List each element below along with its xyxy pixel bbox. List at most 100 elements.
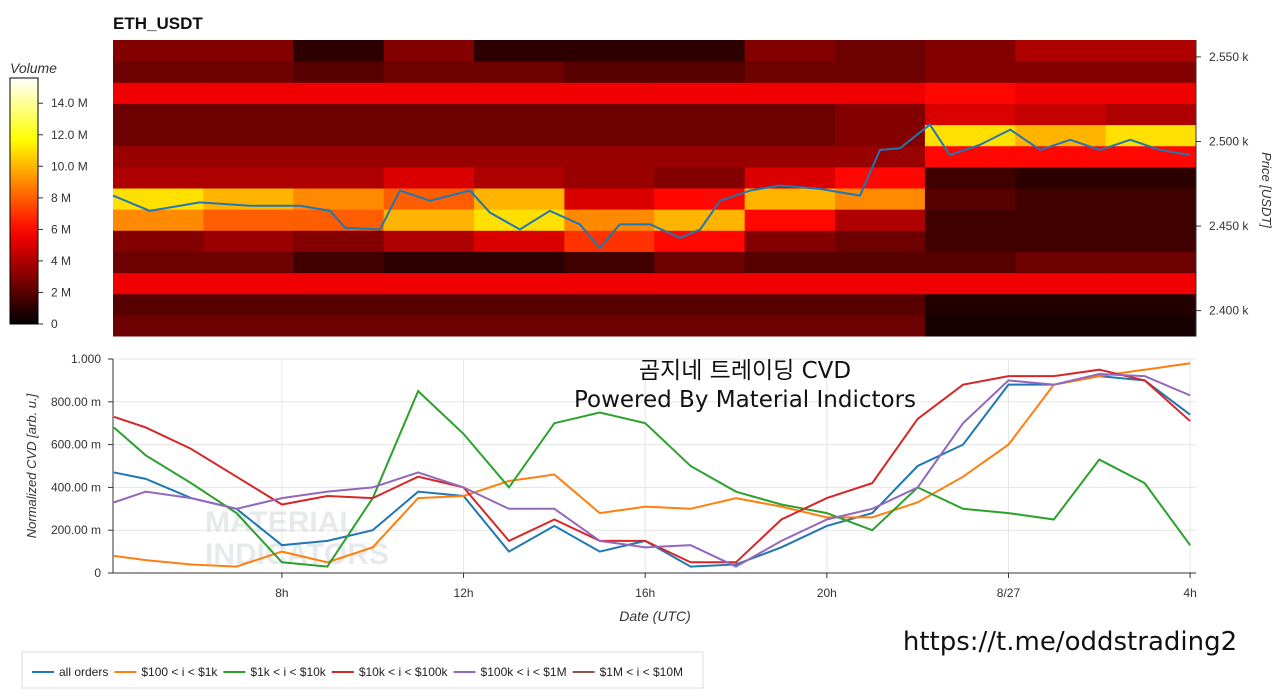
heatmap-cell xyxy=(203,61,294,83)
heatmap-cell xyxy=(924,251,1016,274)
heatmap-cell xyxy=(1015,124,1107,147)
heatmap-cell xyxy=(113,272,204,295)
colorbar-tick-label: 12.0 M xyxy=(51,128,88,142)
heatmap-cell xyxy=(564,230,655,252)
heatmap-cell xyxy=(1105,272,1197,295)
colorbar-tick-label: 6 M xyxy=(51,222,71,236)
heatmap-cell xyxy=(564,251,655,274)
y-tick-label: 800.00 m xyxy=(51,395,101,409)
heatmap-cell xyxy=(924,82,1016,104)
heatmap-cell xyxy=(1105,145,1197,168)
heatmap-cell xyxy=(835,145,926,168)
x-tick-label: 20h xyxy=(817,586,837,600)
cvd-line xyxy=(113,389,1191,568)
heatmap-cell xyxy=(1015,61,1107,83)
heatmap-cell xyxy=(1015,82,1107,104)
legend-label: $10k < i < $100k xyxy=(359,665,449,679)
heatmap-cell xyxy=(835,293,926,316)
heatmap-cell xyxy=(113,124,204,147)
heatmap-cell xyxy=(564,61,655,83)
heatmap-cell xyxy=(474,166,565,189)
heatmap-cell xyxy=(1105,251,1197,274)
heatmap-cell xyxy=(835,124,926,147)
heatmap-cell xyxy=(113,103,204,126)
heatmap-cell xyxy=(203,293,294,316)
price-line xyxy=(112,123,1191,250)
heatmap-cell xyxy=(474,61,565,83)
heatmap-cell xyxy=(383,82,475,104)
colorbar-tick-label: 2 M xyxy=(51,285,71,299)
y-axis-label: Price [USDT] xyxy=(1259,152,1274,228)
cvd-line xyxy=(113,372,1191,568)
x-tick-label: 8h xyxy=(275,586,288,600)
heatmap-cell xyxy=(474,251,565,274)
heatmap-cell xyxy=(113,230,204,252)
heatmap-cell xyxy=(835,209,926,231)
heatmap-cell xyxy=(113,145,204,168)
legend-label: $100 < i < $1k xyxy=(141,665,218,679)
heatmap-cell xyxy=(835,61,926,83)
heatmap-cell xyxy=(383,61,475,83)
heatmap-cell xyxy=(383,314,475,337)
heatmap-cell xyxy=(113,61,204,83)
heatmap-cell xyxy=(203,314,294,337)
colorbar-tick-label: 8 M xyxy=(51,191,71,205)
heatmap-cell xyxy=(1015,293,1107,316)
heatmap-cell xyxy=(293,272,385,295)
heatmap-cell xyxy=(1015,230,1107,252)
heatmap-cell xyxy=(924,314,1016,337)
heatmap-cell xyxy=(293,251,385,274)
heatmap-cell xyxy=(293,188,385,210)
heatmap-cell xyxy=(654,124,746,147)
y-tick-label: 1.000 xyxy=(71,352,101,366)
colorbar xyxy=(9,77,39,325)
heatmap-cell xyxy=(835,230,926,252)
heatmap-cell xyxy=(564,40,655,62)
heatmap-cell xyxy=(474,293,565,316)
heatmap-cell xyxy=(654,230,746,252)
heatmap-cell xyxy=(1105,293,1197,316)
cvd-line xyxy=(113,362,1191,568)
heatmap-cell xyxy=(924,209,1016,231)
legend-box xyxy=(21,651,704,689)
y-tick-label: 0 xyxy=(94,566,101,580)
heatmap-cell xyxy=(293,293,385,316)
heatmap-cell xyxy=(744,40,836,62)
heatmap-cell xyxy=(744,124,836,147)
heatmap-cell xyxy=(1015,188,1107,210)
heatmap-cell xyxy=(293,230,385,252)
heatmap-cell xyxy=(1015,166,1107,189)
heatmap-cell xyxy=(654,188,746,210)
heatmap-cell xyxy=(1105,82,1197,104)
heatmap-cell xyxy=(835,166,926,189)
heatmap-cell xyxy=(203,166,294,189)
annotation: Powered By Material Indictors xyxy=(574,387,916,413)
annotation: 곰지네 트레이딩 CVD xyxy=(639,358,851,384)
heatmap-cell xyxy=(654,40,746,62)
heatmap-cell xyxy=(474,272,565,295)
heatmap-cell xyxy=(654,272,746,295)
heatmap-cell xyxy=(654,82,746,104)
heatmap-cell xyxy=(383,272,475,295)
colorbar-tick-label: 10.0 M xyxy=(51,159,88,173)
heatmap-cell xyxy=(203,209,294,231)
heatmap-cell xyxy=(744,209,836,231)
y-tick-label: 2.550 k xyxy=(1209,50,1249,64)
heatmap-cell xyxy=(293,61,385,83)
legend-label: $1M < i < $10M xyxy=(600,665,683,679)
heatmap-cell xyxy=(113,209,204,231)
heatmap-cell xyxy=(564,145,655,168)
heatmap-cell xyxy=(924,272,1016,295)
heatmap-cell xyxy=(564,272,655,295)
heatmap-cell xyxy=(474,82,565,104)
legend-label: $1k < i < $10k xyxy=(250,665,326,679)
heatmap-cell xyxy=(1105,40,1197,62)
heatmap-cell xyxy=(1105,166,1197,189)
heatmap-cell xyxy=(113,82,204,104)
heatmap-cell xyxy=(564,166,655,189)
colorbar-tick-label: 0 xyxy=(51,317,58,331)
heatmap-cell xyxy=(744,188,836,210)
heatmap-cell xyxy=(203,124,294,147)
heatmap-cell xyxy=(474,314,565,337)
